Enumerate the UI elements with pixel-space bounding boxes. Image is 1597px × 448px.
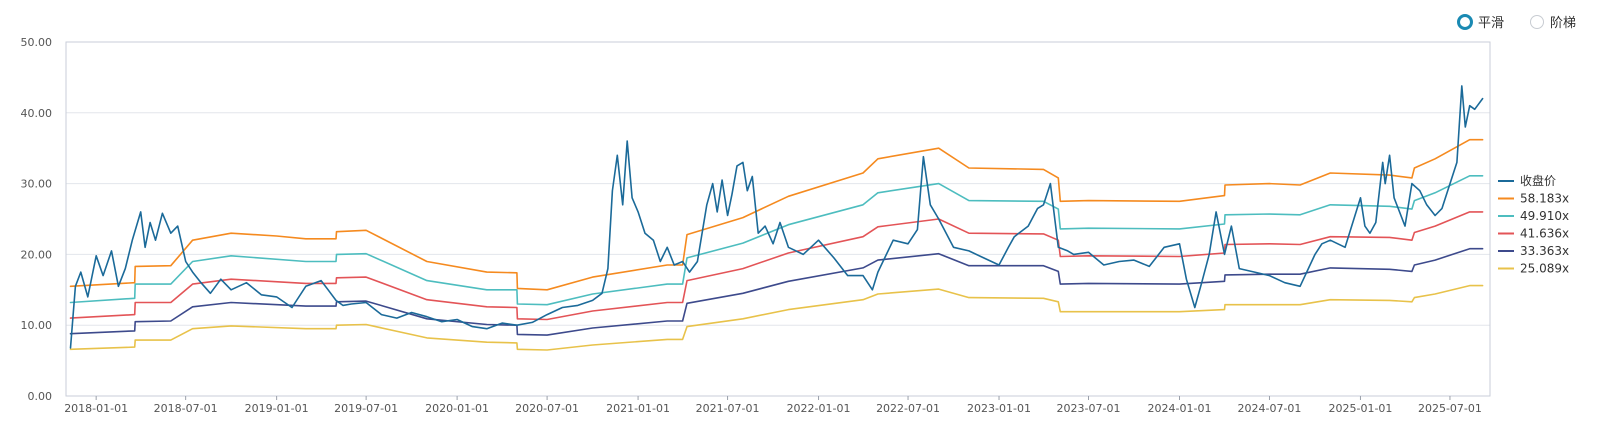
legend-label: 收盘价 — [1520, 173, 1556, 188]
close-price-line — [69, 85, 1484, 349]
x-tick-label: 2023-01-01 — [967, 402, 1031, 415]
x-tick-label: 2022-01-01 — [787, 402, 851, 415]
x-tick-label: 2019-01-01 — [245, 402, 309, 415]
x-tick-label: 2018-01-01 — [64, 402, 128, 415]
step-radio[interactable]: 阶梯 — [1530, 15, 1577, 32]
x-tick-label: 2024-01-01 — [1148, 402, 1212, 415]
pe-band-line-1 — [69, 138, 1484, 291]
x-tick-label: 2020-07-01 — [515, 402, 579, 415]
x-axis-labels: 2018-01-01 2018-07-01 2019-01-01 2019-07-01… — [64, 396, 1482, 415]
pe-band-line-4 — [69, 247, 1484, 336]
smooth-radio[interactable]: 平滑 — [1457, 14, 1505, 32]
y-tick-label: 10.00 — [21, 319, 53, 332]
legend-item[interactable]: 41.636x — [1498, 227, 1569, 241]
legend-label: 25.089x — [1520, 262, 1569, 276]
legend-item[interactable]: 33.363x — [1498, 244, 1569, 258]
x-tick-label: 2021-01-01 — [606, 402, 670, 415]
pe-band-line-3 — [69, 211, 1484, 321]
y-tick-label: 0.00 — [28, 390, 53, 403]
grid-layer — [66, 112, 1490, 326]
series-layer — [69, 85, 1484, 351]
x-tick-label: 2021-07-01 — [696, 402, 760, 415]
x-tick-label: 2023-07-01 — [1057, 402, 1121, 415]
smooth-label[interactable]: 平滑 — [1478, 16, 1504, 31]
x-tick-label: 2024-07-01 — [1238, 402, 1302, 415]
legend-label: 41.636x — [1520, 227, 1569, 241]
legend-label: 49.910x — [1520, 209, 1569, 223]
x-tick-label: 2019-07-01 — [334, 402, 398, 415]
radio-selected-icon[interactable] — [1457, 14, 1473, 30]
legend: 收盘价 58.183x 49.910x 41.636x 33.363x 25.089x — [1498, 173, 1569, 276]
plot-area-frame — [65, 41, 1491, 397]
x-tick-label: 2018-07-01 — [154, 402, 218, 415]
y-tick-label: 20.00 — [21, 248, 53, 261]
x-tick-label: 2020-01-01 — [425, 402, 489, 415]
pe-band-line-2 — [69, 175, 1484, 306]
x-tick-label: 2022-07-01 — [876, 402, 940, 415]
x-tick-label: 2025-07-01 — [1418, 402, 1482, 415]
legend-item[interactable]: 49.910x — [1498, 209, 1569, 223]
mode-toggle: 平滑 阶梯 — [1457, 14, 1577, 32]
radio-unselected-icon[interactable] — [1530, 15, 1544, 29]
y-tick-label: 30.00 — [21, 178, 53, 191]
legend-item[interactable]: 收盘价 — [1498, 173, 1556, 188]
pe-band-line-5 — [69, 284, 1484, 351]
y-tick-label: 40.00 — [21, 107, 53, 120]
legend-label: 58.183x — [1520, 192, 1569, 206]
y-axis-labels: 0.00 10.00 20.00 30.00 40.00 50.00 — [21, 36, 53, 403]
y-tick-label: 50.00 — [21, 36, 53, 49]
legend-label: 33.363x — [1520, 244, 1569, 258]
legend-item[interactable]: 25.089x — [1498, 262, 1569, 276]
step-label[interactable]: 阶梯 — [1550, 16, 1576, 31]
x-tick-label: 2025-01-01 — [1328, 402, 1392, 415]
legend-item[interactable]: 58.183x — [1498, 192, 1569, 206]
